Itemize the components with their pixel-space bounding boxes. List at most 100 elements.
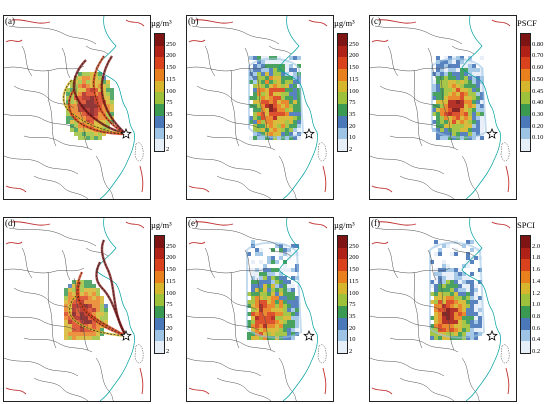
grid-cell [259, 284, 263, 288]
grid-cell [265, 116, 269, 120]
colorbar-tick: 150 [349, 64, 359, 72]
colorbar [154, 33, 165, 152]
grid-cell [86, 132, 90, 136]
grid-cell [251, 284, 255, 288]
grid-cell [291, 300, 295, 304]
grid-cell [456, 84, 460, 88]
grid-cell [92, 332, 96, 336]
grid-cell [273, 88, 277, 92]
colorbar-tick: 2 [349, 348, 353, 355]
province-boundary [244, 47, 254, 79]
grid-cell [287, 288, 291, 292]
grid-cell [263, 292, 267, 296]
colorbar-tick: 115 [166, 277, 176, 285]
grid-cell [452, 60, 456, 64]
grid-cell [251, 280, 255, 284]
province-boundary [268, 247, 292, 257]
grid-cell [72, 280, 76, 284]
grid-cell [464, 124, 468, 128]
grid-cell [271, 272, 275, 276]
grid-cell [281, 96, 285, 100]
grid-cell [275, 280, 279, 284]
grid-cell [259, 308, 263, 312]
grid-cell [430, 292, 434, 296]
grid-cell [456, 100, 460, 104]
grid-cell [102, 92, 106, 96]
grid-cell [86, 100, 90, 104]
grid-cell [106, 116, 110, 120]
grid-cell [74, 104, 78, 108]
grid-cell [259, 332, 263, 336]
grid-cell [80, 284, 84, 288]
grid-cell [255, 272, 259, 276]
grid-cell [253, 112, 257, 116]
grid-cell [82, 84, 86, 88]
grid-cell [454, 288, 458, 292]
grid-cell [76, 304, 80, 308]
grid-cell [438, 280, 442, 284]
grid-cell [247, 320, 251, 324]
province-boundary [85, 247, 109, 257]
grid-cell [110, 112, 114, 116]
grid-cell [456, 124, 460, 128]
grid-cell [470, 260, 474, 264]
grid-cell [253, 100, 257, 104]
colorbar-segment [521, 80, 530, 93]
grid-cell [253, 108, 257, 112]
colorbar-title: PSCF [517, 18, 537, 28]
grid-cell [72, 312, 76, 316]
grid-cell [472, 80, 476, 84]
grid-cell [68, 316, 72, 320]
panel-e: (e) µg/m³ 250 200 150 115 100 75 35 20 10 2 [183, 202, 366, 404]
grid-cell [470, 272, 474, 276]
grid-cell [283, 304, 287, 308]
national-border [11, 19, 51, 24]
grid-cell [450, 328, 454, 332]
grid-cell [468, 76, 472, 80]
grid-cell [94, 132, 98, 136]
grid-cell [460, 100, 464, 104]
national-border [491, 221, 511, 229]
island-outline [317, 344, 327, 364]
grid-cell [450, 312, 454, 316]
grid-cell [434, 308, 438, 312]
grid-cell [84, 320, 88, 324]
grid-cell [84, 280, 88, 284]
grid-cell [106, 88, 110, 92]
grid-cell [269, 112, 273, 116]
grid-cell [265, 68, 269, 72]
grid-cell [289, 76, 293, 80]
province-boundary [427, 249, 437, 281]
panel-a: (a) µg/m³ 250 200 150 115 100 75 35 20 10 2 [0, 0, 183, 202]
grid-cell [82, 136, 86, 140]
national-border [5, 185, 27, 193]
grid-cell [476, 120, 480, 124]
grid-cell [72, 324, 76, 328]
province-boundary [413, 69, 423, 147]
grid-cell [78, 108, 82, 112]
grid-cell [283, 280, 287, 284]
grid-cell [255, 300, 259, 304]
colorbar-segment [521, 341, 530, 353]
grid-cell [454, 320, 458, 324]
province-boundary [244, 249, 254, 281]
grid-cell [269, 68, 273, 72]
grid-cell [293, 132, 297, 136]
grid-cell [84, 284, 88, 288]
grid-cell [271, 256, 275, 260]
grid-cell [464, 108, 468, 112]
grid-cell [468, 96, 472, 100]
grid-cell [289, 64, 293, 68]
grid-cell [86, 84, 90, 88]
grid-cell [430, 316, 434, 320]
grid-cell [273, 124, 277, 128]
colorbar-segment [521, 247, 530, 260]
grid-cell [291, 296, 295, 300]
grid-cell [466, 328, 470, 332]
grid-cell [472, 100, 476, 104]
grid-cell [450, 288, 454, 292]
grid-cell [267, 276, 271, 280]
grid-cell [454, 268, 458, 272]
grid-cell [464, 84, 468, 88]
grid-cell [257, 76, 261, 80]
